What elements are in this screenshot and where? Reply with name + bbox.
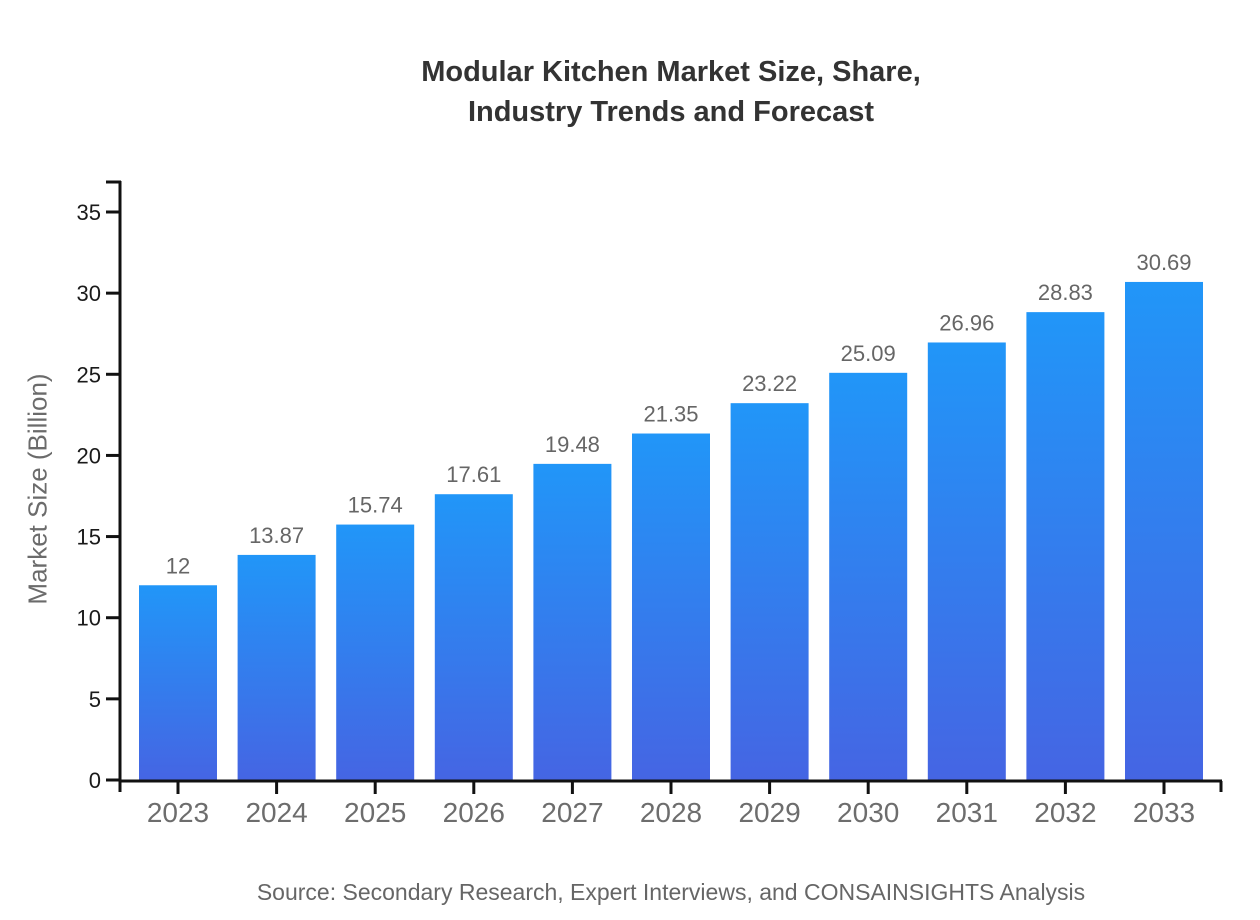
bar-2031 xyxy=(927,342,1006,780)
y-tick-label: 10 xyxy=(77,606,101,631)
chart-title-line1: Modular Kitchen Market Size, Share, xyxy=(421,56,921,88)
bar-value-label: 19.48 xyxy=(545,432,600,457)
x-tick-label: 2027 xyxy=(541,797,603,828)
y-tick-label: 30 xyxy=(77,281,101,306)
x-tick-label: 2029 xyxy=(738,797,800,828)
bar-value-label: 28.83 xyxy=(1038,280,1093,305)
bar-2028 xyxy=(632,433,710,780)
y-tick-label: 15 xyxy=(77,525,101,550)
x-tick-label: 2031 xyxy=(936,797,998,828)
chart-title-line2: Industry Trends and Forecast xyxy=(467,96,875,128)
bar-2024 xyxy=(237,554,316,780)
bar-value-label: 25.09 xyxy=(841,341,896,366)
y-tick-label: 5 xyxy=(89,687,101,712)
x-tick-label: 2030 xyxy=(837,797,899,828)
x-tick-label: 2025 xyxy=(344,797,406,828)
bar-2023 xyxy=(139,585,217,780)
bar-2029 xyxy=(730,403,809,780)
bar-value-label: 26.96 xyxy=(939,310,994,335)
bar-2033 xyxy=(1125,281,1203,780)
chart-title: Modular Kitchen Market Size, Share, Indu… xyxy=(120,52,1222,132)
x-tick-label: 2032 xyxy=(1034,797,1096,828)
bar-value-label: 21.35 xyxy=(643,402,698,427)
bar-value-label: 17.61 xyxy=(446,462,501,487)
bar-2026 xyxy=(434,494,513,780)
y-tick-label: 25 xyxy=(77,362,101,387)
bar-value-label: 13.87 xyxy=(249,523,304,548)
bar-2025 xyxy=(336,524,415,780)
x-tick-label: 2028 xyxy=(640,797,702,828)
x-tick-label: 2033 xyxy=(1133,797,1195,828)
bar-2032 xyxy=(1026,312,1105,780)
y-tick-label: 0 xyxy=(89,768,101,793)
bar-value-label: 30.69 xyxy=(1136,250,1191,275)
bar-2027 xyxy=(533,463,612,780)
x-tick-label: 2023 xyxy=(147,797,209,828)
y-tick-label: 20 xyxy=(77,443,101,468)
source-note: Source: Secondary Research, Expert Inter… xyxy=(256,879,1086,905)
bar-2030 xyxy=(829,372,908,780)
bar-value-label: 23.22 xyxy=(742,371,797,396)
bar-value-label: 12 xyxy=(166,553,190,578)
bar-value-label: 15.74 xyxy=(348,493,403,518)
x-tick-label: 2026 xyxy=(443,797,505,828)
x-tick-label: 2024 xyxy=(245,797,307,828)
y-tick-label: 35 xyxy=(77,200,101,225)
